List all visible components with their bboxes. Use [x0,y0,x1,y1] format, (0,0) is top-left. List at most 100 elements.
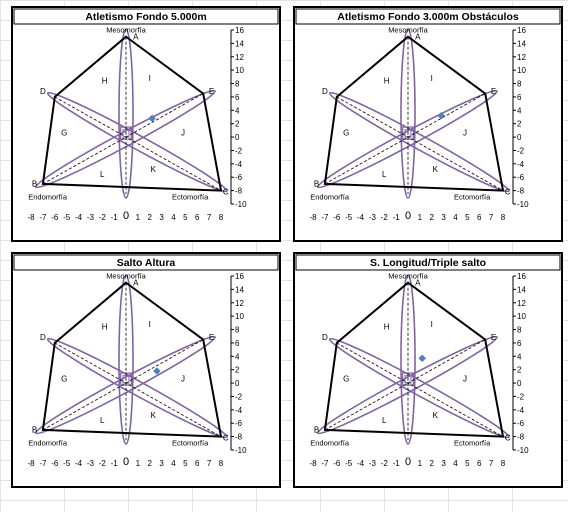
somatotype-ellipse-vertical [118,274,134,445]
x-tick-label: -1 [393,213,401,222]
region-label-j: J [181,129,185,138]
somatochart-outline [41,35,223,192]
y-tick-label: -10 [517,446,529,455]
x-tick-label: -6 [51,459,59,468]
y-tick-label: -4 [517,406,525,415]
x-tick-label: -7 [39,213,47,222]
x-tick-label: -1 [393,459,401,468]
y-tick-label: 0 [235,379,240,388]
region-label-k: K [433,165,439,174]
region-label-l: L [382,170,387,179]
x-tick-label: -3 [87,459,95,468]
y-tick-label: 12 [517,53,526,62]
x-tick-label: 5 [183,213,188,222]
somatochart-longitud-triple: S. Longitud/Triple salto1614121086420-2-… [295,254,561,468]
x-tick-label: -5 [345,459,353,468]
endomorphy-label: Endomorfía [28,438,68,447]
vertex-label-c: C [223,188,229,197]
y-tick-label: -2 [235,146,243,155]
somatotype-data-point [418,354,427,363]
vertex-label-a: A [133,32,139,41]
somatotype-ellipse-falling [328,337,510,439]
x-tick-label: -8 [309,459,317,468]
dashed-axis-falling [336,342,504,437]
y-tick-label: -2 [517,146,525,155]
y-tick-label: 4 [517,352,522,361]
endomorphy-label: Endomorfía [28,192,68,201]
y-tick-label: 0 [517,133,522,142]
vertex-label-a: A [133,278,139,287]
x-tick-label: 2 [430,459,435,468]
dashed-axis-rising [324,93,486,185]
chart-panel-salto-altura[interactable]: Salto Altura 16 14 12 10 8 6 4 2 0 -2 -4 -6 -8 -10 -8 -7… [11,252,281,488]
vertex-label-b: B [314,426,319,435]
x-tick-label: 4 [453,459,458,468]
chart-panel-longitud-triple[interactable]: S. Longitud/Triple salto 16 14 12 10 8 6 4 2 0 -2-… [293,252,563,488]
x-zero-label: 0 [123,210,129,222]
x-tick-label: -4 [357,459,365,468]
y-tick-label: 10 [235,66,244,75]
x-tick-label: 5 [465,213,470,222]
region-label-k: K [151,165,157,174]
x-tick-label: 7 [489,459,494,468]
chart-title-box [295,254,561,271]
y-tick-label: -4 [235,160,243,169]
dashed-axis-rising [42,93,204,185]
y-tick-label: 10 [235,312,244,321]
x-tick-label: 3 [159,213,164,222]
somatotype-ellipse-vertical [400,28,416,199]
x-tick-label: -7 [39,459,47,468]
region-label-j: J [181,375,185,384]
x-tick-label: 3 [441,213,446,222]
region-label-j: J [463,129,467,138]
x-tick-label: 4 [453,213,458,222]
y-tick-label: 12 [517,299,526,308]
vertex-label-c: C [505,434,511,443]
y-tick-label: 8 [517,80,522,89]
region-label-g: G [343,375,349,384]
vertex-label-b: B [32,426,37,435]
mesomorphy-label: Mesomorfía [106,26,146,35]
region-label-h: H [102,77,108,86]
x-tick-label: -4 [75,213,83,222]
y-tick-label: -4 [235,406,243,415]
chart-panel-fondo-5000[interactable]: Atletismo Fondo 5.000m 16 14 12 10 8 6 4 2 0 -2 -4-… [11,6,281,242]
x-zero-label: 0 [123,456,129,468]
x-tick-label: 8 [219,459,224,468]
y-tick-label: 12 [235,299,244,308]
region-label-l: L [382,416,387,425]
x-tick-label: 6 [477,213,482,222]
x-tick-label: 8 [501,459,506,468]
y-tick-label: 6 [235,93,240,102]
y-tick-label: 14 [235,285,244,294]
somatotype-ellipse-falling [46,91,228,193]
x-tick-label: 1 [136,213,141,222]
region-label-h: H [384,77,390,86]
y-tick-label: -8 [517,187,525,196]
x-tick-label: 7 [489,213,494,222]
x-tick-label: -4 [357,213,365,222]
somatochart-outline [323,281,505,438]
y-tick-label: 0 [235,133,240,142]
y-tick-label: 2 [517,120,522,129]
x-tick-label: 8 [501,213,506,222]
x-tick-label: -5 [63,459,71,468]
somatochart-outline [323,35,505,192]
region-label-i: I [149,320,151,329]
ectomorphy-label: Ectomorfía [172,438,209,447]
region-label-h: H [102,323,108,332]
chart-panel-fondo-3000-obstaculos[interactable]: Atletismo Fondo 3.000m Obstáculos 16 14 12 1… [293,6,563,242]
y-tick-label: 6 [517,93,522,102]
y-tick-label: 6 [517,339,522,348]
y-tick-label: 2 [235,120,240,129]
x-tick-label: 4 [171,459,176,468]
x-tick-label: -6 [51,213,59,222]
x-tick-label: -2 [381,213,389,222]
x-tick-label: -5 [63,213,71,222]
mesomorphy-label: Mesomorfía [106,272,146,281]
x-tick-label: 2 [148,213,153,222]
region-label-h: H [384,323,390,332]
vertex-label-d: D [322,87,328,96]
x-tick-label: -1 [111,459,119,468]
